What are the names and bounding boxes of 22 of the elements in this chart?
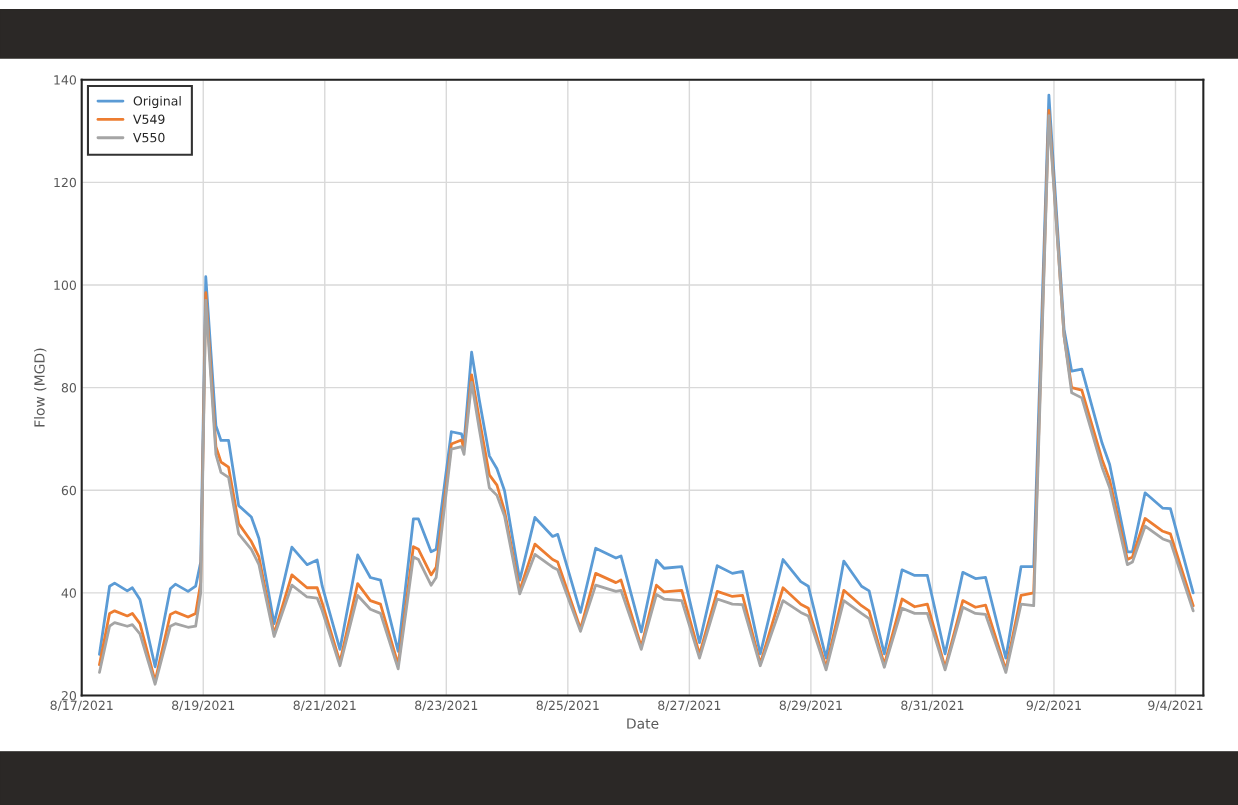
y-axis-title: Flow (MGD) (33, 348, 47, 427)
legend-label: V550 (133, 132, 165, 143)
y-tick-label: 140 (54, 75, 77, 85)
x-tick-label: 8/31/2021 (901, 700, 964, 712)
x-tick-label: 8/23/2021 (415, 700, 478, 712)
x-tick-label: 8/17/2021 (50, 700, 113, 712)
y-tick-label: 40 (61, 588, 77, 598)
x-tick-label: 8/27/2021 (658, 700, 721, 712)
x-tick-label: 8/25/2021 (536, 700, 599, 712)
legend-label: V549 (133, 114, 165, 124)
y-tick-label: 20 (61, 690, 77, 701)
y-tick-label: 80 (61, 383, 77, 393)
x-tick-label: 9/4/2021 (1148, 700, 1203, 712)
legend-label: Original (133, 95, 181, 109)
x-tick-label: 8/19/2021 (172, 700, 235, 712)
y-tick-label: 120 (54, 177, 77, 188)
x-axis-title: Date (627, 718, 659, 729)
y-tick-label: 60 (61, 485, 77, 496)
x-tick-label: 8/29/2021 (779, 700, 842, 712)
x-tick-label: 8/21/2021 (293, 700, 356, 712)
y-tick-label: 100 (54, 280, 77, 290)
x-tick-label: 9/2/2021 (1026, 700, 1081, 712)
